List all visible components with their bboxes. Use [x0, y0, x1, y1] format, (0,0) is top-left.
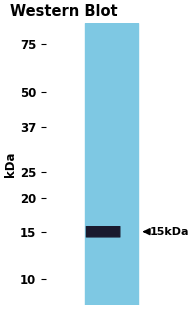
Text: 15kDa: 15kDa [150, 227, 189, 237]
Y-axis label: kDa: kDa [4, 151, 17, 177]
FancyBboxPatch shape [86, 227, 120, 237]
Text: Western Blot: Western Blot [10, 4, 118, 19]
Bar [85, 23, 138, 305]
